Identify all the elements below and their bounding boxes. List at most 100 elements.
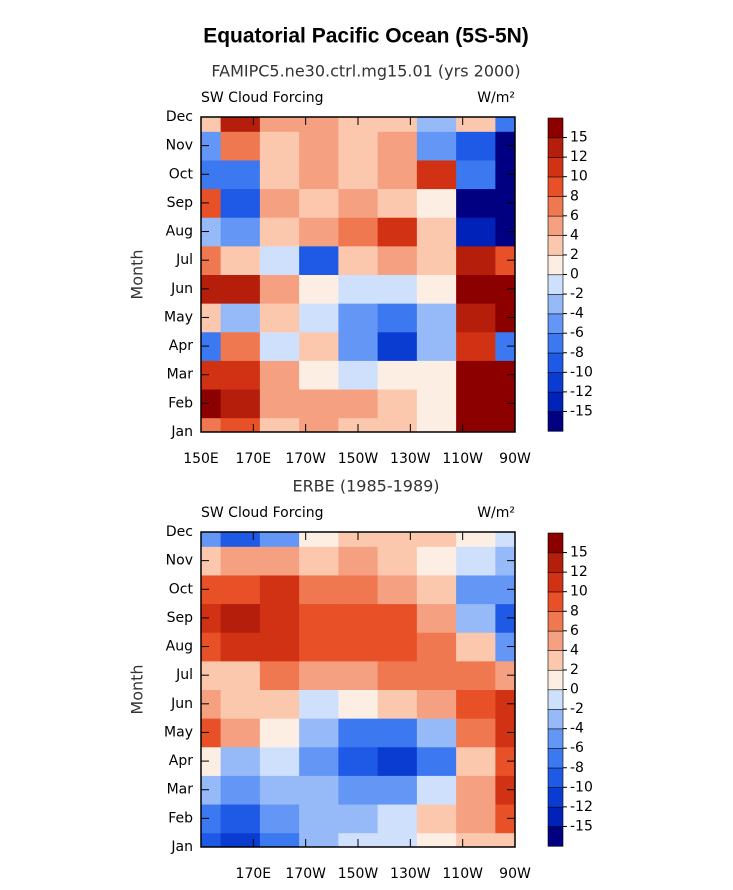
cell xyxy=(377,389,418,419)
colorbar-label: -10 xyxy=(570,364,593,380)
cell xyxy=(338,245,379,275)
cell xyxy=(495,188,516,218)
x-tick-label: 130W xyxy=(390,451,431,467)
cell xyxy=(220,360,261,390)
cell xyxy=(259,718,300,748)
x-tick-label: 170W xyxy=(285,866,326,882)
colorbar-box xyxy=(547,669,564,691)
cell xyxy=(338,804,379,834)
cell xyxy=(338,131,379,161)
cell xyxy=(220,775,261,805)
cell xyxy=(220,746,261,776)
cell xyxy=(495,159,516,190)
cell xyxy=(220,532,261,547)
cell xyxy=(495,574,516,605)
y-tick-label: Feb xyxy=(168,395,193,411)
cell xyxy=(201,718,222,748)
cell xyxy=(220,660,261,690)
colorbar-label: -8 xyxy=(570,760,584,776)
cell xyxy=(259,331,300,361)
cell xyxy=(220,689,261,719)
y-tick-label: Jun xyxy=(170,281,193,297)
colorbar-box xyxy=(547,274,564,295)
cell xyxy=(338,217,379,247)
cell xyxy=(220,389,261,419)
cell xyxy=(416,718,457,748)
colorbar-box xyxy=(547,372,564,393)
cell xyxy=(220,188,261,218)
cell xyxy=(259,159,300,190)
cell xyxy=(377,159,418,190)
colorbar-box xyxy=(547,689,564,710)
y-tick-label: Feb xyxy=(168,810,193,826)
cell xyxy=(495,746,516,776)
y-tick-label: Aug xyxy=(166,224,193,240)
colorbar-label: 6 xyxy=(570,623,579,639)
cell xyxy=(201,632,222,662)
cell xyxy=(299,159,339,190)
cell xyxy=(201,832,222,848)
colorbar-label: -4 xyxy=(570,721,584,737)
colorbar-box xyxy=(547,176,564,197)
cell xyxy=(201,245,222,275)
y-tick-label: Sep xyxy=(167,610,194,626)
y-axis-label: Month xyxy=(128,664,147,714)
cell xyxy=(220,131,261,161)
cell xyxy=(416,574,457,605)
right-label: W/m² xyxy=(477,505,515,521)
figure-title: Equatorial Pacific Ocean (5S-5N) xyxy=(203,25,529,48)
cell xyxy=(416,131,457,161)
cell xyxy=(416,603,457,633)
colorbar-label: -15 xyxy=(570,818,593,834)
x-tick-label: 110W xyxy=(442,866,483,882)
cell xyxy=(299,632,339,662)
cell xyxy=(338,718,379,748)
cell xyxy=(495,303,516,333)
colorbar-label: -8 xyxy=(570,345,584,361)
colorbar-box xyxy=(547,806,564,828)
cell xyxy=(201,746,222,776)
x-tick-label: 150W xyxy=(338,866,379,882)
left-label: SW Cloud Forcing xyxy=(201,90,324,106)
y-tick-label: Oct xyxy=(169,166,194,182)
colorbar-label: 4 xyxy=(570,642,579,658)
cell xyxy=(416,303,457,333)
y-tick-label: Oct xyxy=(169,581,194,597)
x-tick-label: 130W xyxy=(390,866,431,882)
cell xyxy=(259,131,300,161)
colorbar-label: -4 xyxy=(570,306,584,322)
colorbar-box xyxy=(547,747,564,769)
cell xyxy=(201,217,222,247)
cell xyxy=(201,574,222,605)
colorbar-label: 10 xyxy=(570,584,588,600)
cell xyxy=(495,804,516,834)
cell xyxy=(259,574,300,605)
y-tick-label: Nov xyxy=(166,553,193,569)
colorbar-box xyxy=(547,313,564,334)
panel-title: FAMIPC5.ne30.ctrl.mg15.01 (yrs 2000) xyxy=(211,62,520,81)
y-tick-label: May xyxy=(164,309,193,325)
cell xyxy=(377,603,418,633)
colorbar-label: -12 xyxy=(570,799,593,815)
cell xyxy=(201,532,222,547)
cell xyxy=(220,574,261,605)
cell xyxy=(338,188,379,218)
cell xyxy=(338,274,379,304)
y-axis-label: Month xyxy=(128,249,147,299)
colorbar-label: 6 xyxy=(570,208,579,224)
cell xyxy=(259,660,300,690)
colorbar-label: 8 xyxy=(570,603,579,619)
colorbar-label: 2 xyxy=(570,247,579,263)
colorbar-box xyxy=(547,630,564,651)
cell xyxy=(338,746,379,776)
x-tick-label: 170W xyxy=(285,451,326,467)
cell xyxy=(456,159,496,190)
cell xyxy=(495,274,516,304)
cell xyxy=(259,245,300,275)
colorbar-box xyxy=(547,293,564,315)
cell xyxy=(259,274,300,304)
colorbar-box xyxy=(547,235,564,256)
cell xyxy=(259,804,300,834)
colorbar-box xyxy=(547,826,564,847)
colorbar-label: 10 xyxy=(570,169,588,185)
